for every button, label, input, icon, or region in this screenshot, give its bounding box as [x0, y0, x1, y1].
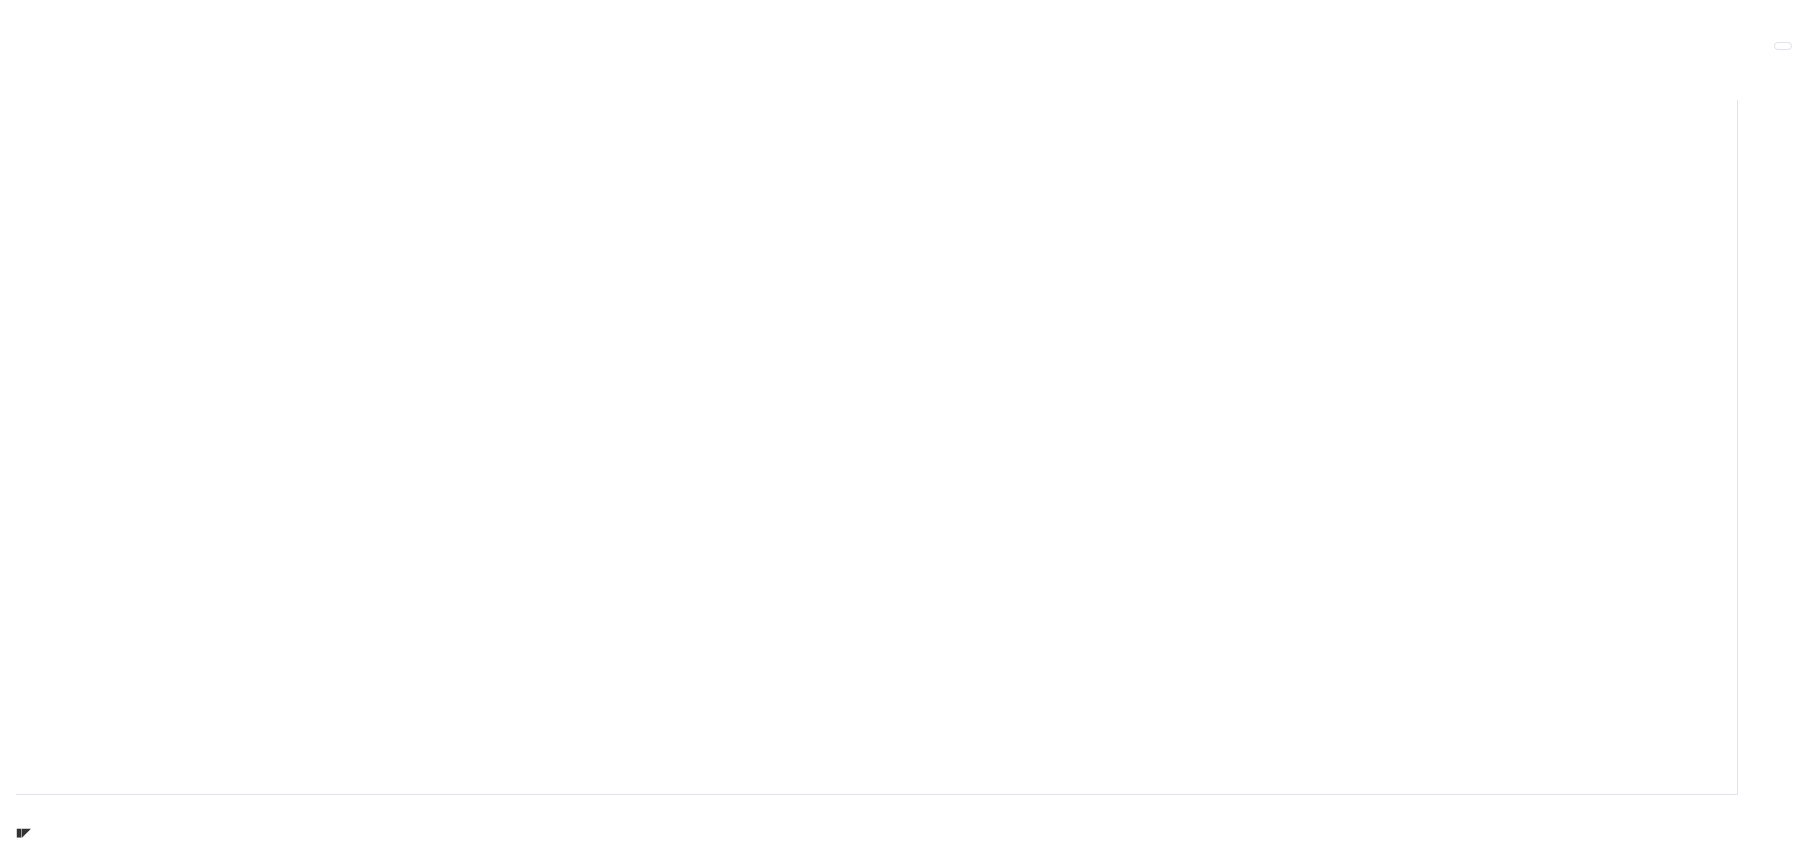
indicator-smc[interactable] — [0, 45, 1814, 49]
x-axis[interactable] — [16, 795, 1738, 835]
tradingview-logo[interactable]: ▮◤ — [16, 825, 33, 839]
currency-badge[interactable] — [1774, 42, 1792, 50]
symbol-line — [0, 16, 1814, 41]
chart-container — [16, 100, 1798, 835]
chart-area[interactable] — [16, 100, 1738, 795]
y-axis[interactable] — [1738, 100, 1798, 795]
publish-header — [0, 0, 1814, 16]
logo-icon: ▮◤ — [16, 827, 31, 839]
